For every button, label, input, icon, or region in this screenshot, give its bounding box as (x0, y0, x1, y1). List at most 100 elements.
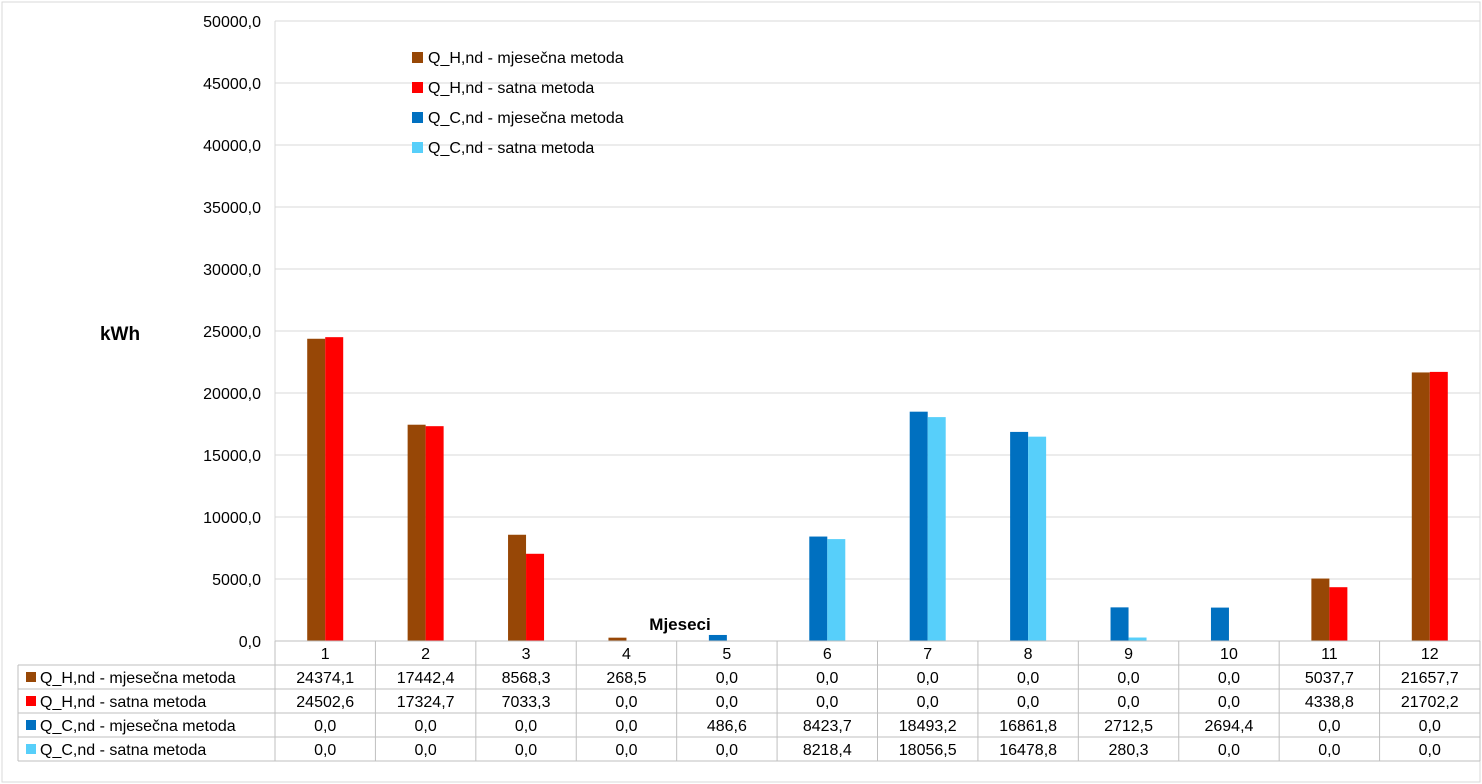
table-cell: 0,0 (415, 718, 437, 735)
y-tick-label: 10000,0 (203, 510, 261, 527)
table-legend-swatch (26, 744, 36, 754)
bar (407, 424, 426, 641)
table-cell: 0,0 (314, 718, 336, 735)
table-cell: 2712,5 (1104, 718, 1153, 735)
bar (708, 634, 727, 641)
x-tick-label: 6 (823, 646, 832, 663)
table-row-label: Q_H,nd - satna metoda (40, 694, 206, 711)
table-cell: 0,0 (1318, 718, 1340, 735)
y-tick-label: 45000,0 (203, 76, 261, 93)
legend-label: Q_H,nd - satna metoda (428, 80, 594, 97)
table-cell: 0,0 (917, 670, 939, 687)
legend-swatch (412, 52, 423, 63)
table-cell: 0,0 (515, 718, 537, 735)
legend-label: Q_C,nd - mjesečna metoda (428, 110, 624, 127)
table-cell: 0,0 (615, 718, 637, 735)
table-cell: 0,0 (1218, 742, 1240, 759)
bar (608, 637, 627, 641)
bar (1311, 578, 1330, 641)
table-cell: 16861,8 (999, 718, 1057, 735)
table-legend-swatch (26, 696, 36, 706)
x-axis-title: Mjeseci (649, 615, 710, 634)
table-cell: 0,0 (917, 694, 939, 711)
bar (1128, 637, 1147, 641)
x-tick-label: 7 (923, 646, 932, 663)
table-legend-swatch (26, 720, 36, 730)
bar (827, 539, 846, 641)
table-cell: 0,0 (816, 670, 838, 687)
x-tick-label: 8 (1024, 646, 1033, 663)
y-tick-label: 35000,0 (203, 200, 261, 217)
bar (508, 534, 527, 641)
y-tick-label: 30000,0 (203, 262, 261, 279)
table-cell: 8218,4 (803, 742, 852, 759)
y-tick-label: 20000,0 (203, 386, 261, 403)
table-cell: 7033,3 (502, 694, 551, 711)
bar (1010, 431, 1029, 641)
data-table: 1 2 3 4 5 6 7 8 9 10 11 12Q_H,nd - mjesečna metoda 2… (17, 640, 1481, 762)
bars (307, 337, 1448, 641)
x-tick-label: 3 (522, 646, 531, 663)
bar (1210, 607, 1229, 641)
bar (1429, 371, 1448, 641)
table-cell: 0,0 (1318, 742, 1340, 759)
table-cell: 18493,2 (899, 718, 957, 735)
table-cell: 0,0 (1419, 742, 1441, 759)
legend-swatch (412, 82, 423, 93)
table-cell: 0,0 (1218, 670, 1240, 687)
table-cell: 24374,1 (296, 670, 354, 687)
bar (809, 536, 828, 641)
table-cell: 0,0 (314, 742, 336, 759)
table-cell: 16478,8 (999, 742, 1057, 759)
y-axis-label: kWh (100, 324, 140, 345)
table-cell: 0,0 (716, 694, 738, 711)
table-cell: 486,6 (707, 718, 747, 735)
table-cell: 0,0 (615, 694, 637, 711)
table-cell: 0,0 (716, 742, 738, 759)
x-tick-label: 5 (722, 646, 731, 663)
table-row-label: Q_C,nd - satna metoda (40, 742, 206, 759)
table-cell: 0,0 (1419, 718, 1441, 735)
bar (927, 417, 946, 641)
legend-label: Q_C,nd - satna metoda (428, 140, 594, 157)
x-tick-label: 9 (1124, 646, 1133, 663)
table-cell: 8568,3 (502, 670, 551, 687)
bar (1028, 436, 1047, 641)
bar (526, 553, 545, 641)
table-cell: 21702,2 (1401, 694, 1459, 711)
y-tick-label: 25000,0 (203, 324, 261, 341)
y-tick-label: 40000,0 (203, 138, 261, 155)
table-cell: 0,0 (515, 742, 537, 759)
y-axis-ticks: 0,0 5000,0 10000,0 15000,0 20000,0 25000,0 300… (203, 14, 261, 651)
table-cell: 21657,7 (1401, 670, 1459, 687)
table-cell: 17324,7 (397, 694, 455, 711)
legend-swatch (412, 142, 423, 153)
y-tick-label: 0,0 (239, 634, 261, 651)
table-cell: 18056,5 (899, 742, 957, 759)
table-cell: 0,0 (1117, 694, 1139, 711)
bar (1329, 587, 1348, 641)
legend-label: Q_H,nd - mjesečna metoda (428, 50, 624, 67)
legend-swatch (412, 112, 423, 123)
table-cell: 4338,8 (1305, 694, 1354, 711)
y-tick-label: 15000,0 (203, 448, 261, 465)
table-row-label: Q_H,nd - mjesečna metoda (40, 670, 236, 687)
table-cell: 8423,7 (803, 718, 852, 735)
table-cell: 268,5 (606, 670, 646, 687)
bar (909, 411, 928, 641)
bar (1110, 607, 1129, 641)
x-tick-label: 2 (421, 646, 430, 663)
table-cell: 24502,6 (296, 694, 354, 711)
table-cell: 2694,4 (1204, 718, 1253, 735)
x-tick-label: 1 (321, 646, 330, 663)
bar (1411, 372, 1430, 641)
table-cell: 0,0 (415, 742, 437, 759)
table-row-label: Q_C,nd - mjesečna metoda (40, 718, 236, 735)
legend: Q_H,nd - mjesečna metoda Q_H,nd - satna m… (412, 50, 624, 157)
table-legend-swatch (26, 672, 36, 682)
table-cell: 0,0 (816, 694, 838, 711)
x-tick-label: 4 (622, 646, 631, 663)
table-cell: 0,0 (716, 670, 738, 687)
